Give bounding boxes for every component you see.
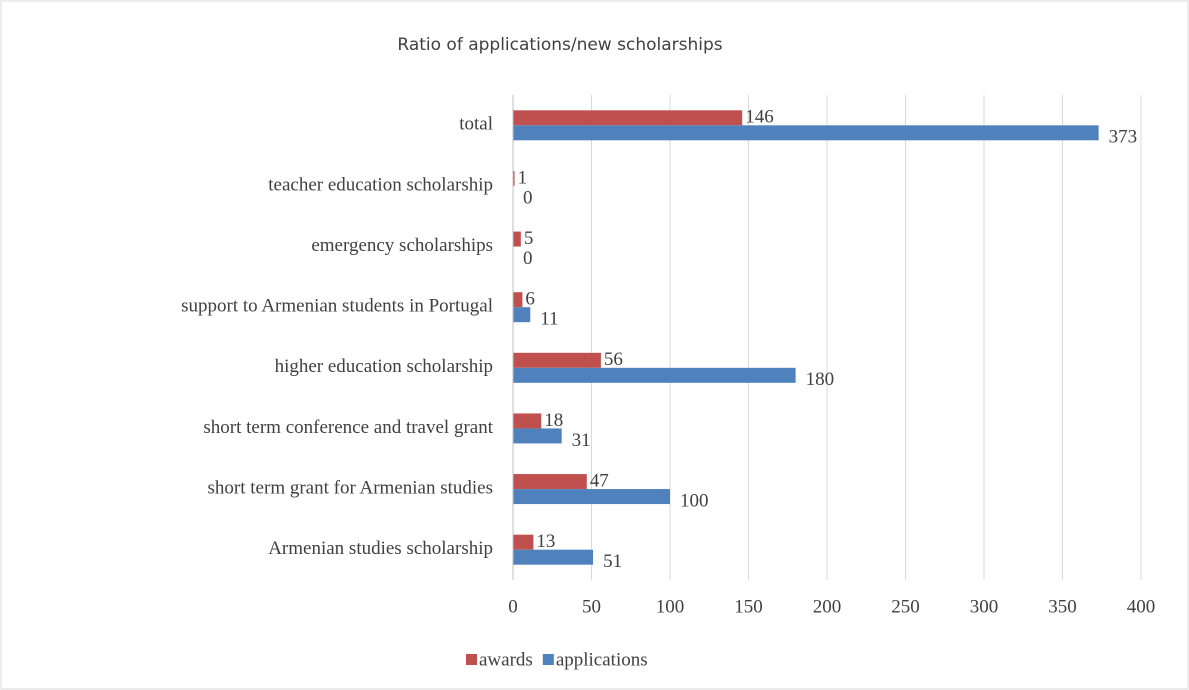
y-tick-label: support to Armenian students in Portugal xyxy=(181,296,493,317)
data-label: 100 xyxy=(680,490,709,511)
data-label: 6 xyxy=(525,289,535,310)
x-tick-label: 100 xyxy=(656,596,685,617)
data-label: 47 xyxy=(590,470,609,491)
y-tick-label: total xyxy=(459,114,493,135)
x-tick-label: 150 xyxy=(734,596,763,617)
bar xyxy=(513,231,521,247)
x-tick-label: 200 xyxy=(813,596,842,617)
bar xyxy=(513,125,1099,141)
data-label: 13 xyxy=(536,531,555,552)
bar xyxy=(513,292,523,308)
data-label: 51 xyxy=(603,551,622,572)
data-label: 0 xyxy=(523,187,533,208)
bar xyxy=(513,534,534,550)
bar xyxy=(513,367,796,383)
x-tick-label: 350 xyxy=(1048,596,1077,617)
bar xyxy=(513,474,587,490)
x-tick-label: 400 xyxy=(1127,596,1156,617)
bar xyxy=(513,352,601,368)
y-tick-label: short term grant for Armenian studies xyxy=(208,477,493,498)
data-label: 0 xyxy=(523,248,533,269)
data-label: 180 xyxy=(806,369,835,390)
data-label: 1 xyxy=(518,167,528,188)
y-tick-label: Armenian studies scholarship xyxy=(268,538,493,559)
legend-swatch xyxy=(466,654,477,665)
bar xyxy=(513,413,542,429)
bar xyxy=(513,110,743,126)
x-tick-label: 300 xyxy=(970,596,999,617)
bar xyxy=(513,428,562,444)
data-label: 146 xyxy=(745,107,774,128)
data-label: 5 xyxy=(524,228,534,249)
x-tick-label: 50 xyxy=(582,596,601,617)
bar xyxy=(513,489,670,505)
data-label: 373 xyxy=(1109,127,1138,148)
chart-title: Ratio of applications/new scholarships xyxy=(397,35,722,55)
legend-label: awards xyxy=(479,649,533,670)
y-tick-label: emergency scholarships xyxy=(311,235,493,256)
bar xyxy=(513,549,594,565)
data-label: 31 xyxy=(572,430,591,451)
y-tick-label: teacher education scholarship xyxy=(268,174,493,195)
data-label: 18 xyxy=(544,410,563,431)
bar xyxy=(513,170,515,186)
legend-swatch xyxy=(542,654,554,665)
data-label: 56 xyxy=(604,349,623,370)
y-tick-label: higher education scholarship xyxy=(275,356,493,377)
legend-label: applications xyxy=(556,649,648,670)
x-tick-label: 0 xyxy=(508,596,518,617)
x-tick-label: 250 xyxy=(891,596,920,617)
y-tick-label: short term conference and travel grant xyxy=(203,417,493,438)
data-label: 11 xyxy=(540,309,558,330)
bar xyxy=(513,307,531,323)
